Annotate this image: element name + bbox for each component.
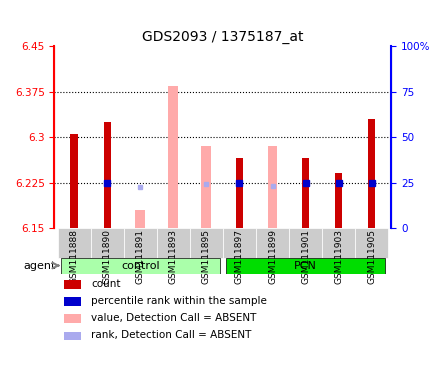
FancyBboxPatch shape bbox=[190, 228, 223, 258]
FancyBboxPatch shape bbox=[255, 228, 288, 258]
Bar bbox=[301, 158, 309, 228]
Bar bbox=[64, 331, 81, 340]
Bar bbox=[135, 210, 145, 228]
Bar bbox=[64, 297, 81, 306]
Text: percentile rank within the sample: percentile rank within the sample bbox=[91, 296, 267, 306]
Text: GSM111893: GSM111893 bbox=[168, 229, 178, 284]
Text: rank, Detection Call = ABSENT: rank, Detection Call = ABSENT bbox=[91, 330, 251, 340]
Text: value, Detection Call = ABSENT: value, Detection Call = ABSENT bbox=[91, 313, 256, 323]
Bar bbox=[103, 122, 111, 228]
Bar bbox=[64, 314, 81, 323]
FancyBboxPatch shape bbox=[157, 228, 190, 258]
FancyBboxPatch shape bbox=[223, 228, 255, 258]
Text: GSM111888: GSM111888 bbox=[69, 229, 79, 284]
Text: agent: agent bbox=[23, 261, 56, 271]
Bar bbox=[367, 119, 375, 228]
Title: GDS2093 / 1375187_at: GDS2093 / 1375187_at bbox=[142, 30, 303, 44]
Text: GSM111899: GSM111899 bbox=[267, 229, 276, 284]
Text: GSM111895: GSM111895 bbox=[201, 229, 210, 284]
Bar bbox=[168, 86, 178, 228]
Text: GSM111903: GSM111903 bbox=[333, 229, 342, 284]
Text: GSM111905: GSM111905 bbox=[366, 229, 375, 284]
FancyBboxPatch shape bbox=[354, 228, 387, 258]
FancyBboxPatch shape bbox=[91, 228, 124, 258]
FancyBboxPatch shape bbox=[321, 228, 354, 258]
Bar bbox=[334, 174, 342, 228]
Bar bbox=[201, 146, 211, 228]
Text: GSM111890: GSM111890 bbox=[102, 229, 112, 284]
Text: GSM111891: GSM111891 bbox=[135, 229, 145, 284]
Text: GSM111901: GSM111901 bbox=[300, 229, 309, 284]
Bar bbox=[64, 280, 81, 288]
FancyBboxPatch shape bbox=[58, 228, 91, 258]
Text: control: control bbox=[121, 261, 159, 271]
FancyBboxPatch shape bbox=[124, 228, 157, 258]
Text: GSM111897: GSM111897 bbox=[234, 229, 243, 284]
FancyBboxPatch shape bbox=[61, 258, 219, 273]
Text: PCN: PCN bbox=[293, 261, 316, 271]
FancyBboxPatch shape bbox=[226, 258, 384, 273]
FancyBboxPatch shape bbox=[288, 228, 321, 258]
Bar bbox=[235, 158, 243, 228]
Bar bbox=[70, 134, 78, 228]
Text: count: count bbox=[91, 279, 121, 289]
Bar bbox=[267, 146, 277, 228]
